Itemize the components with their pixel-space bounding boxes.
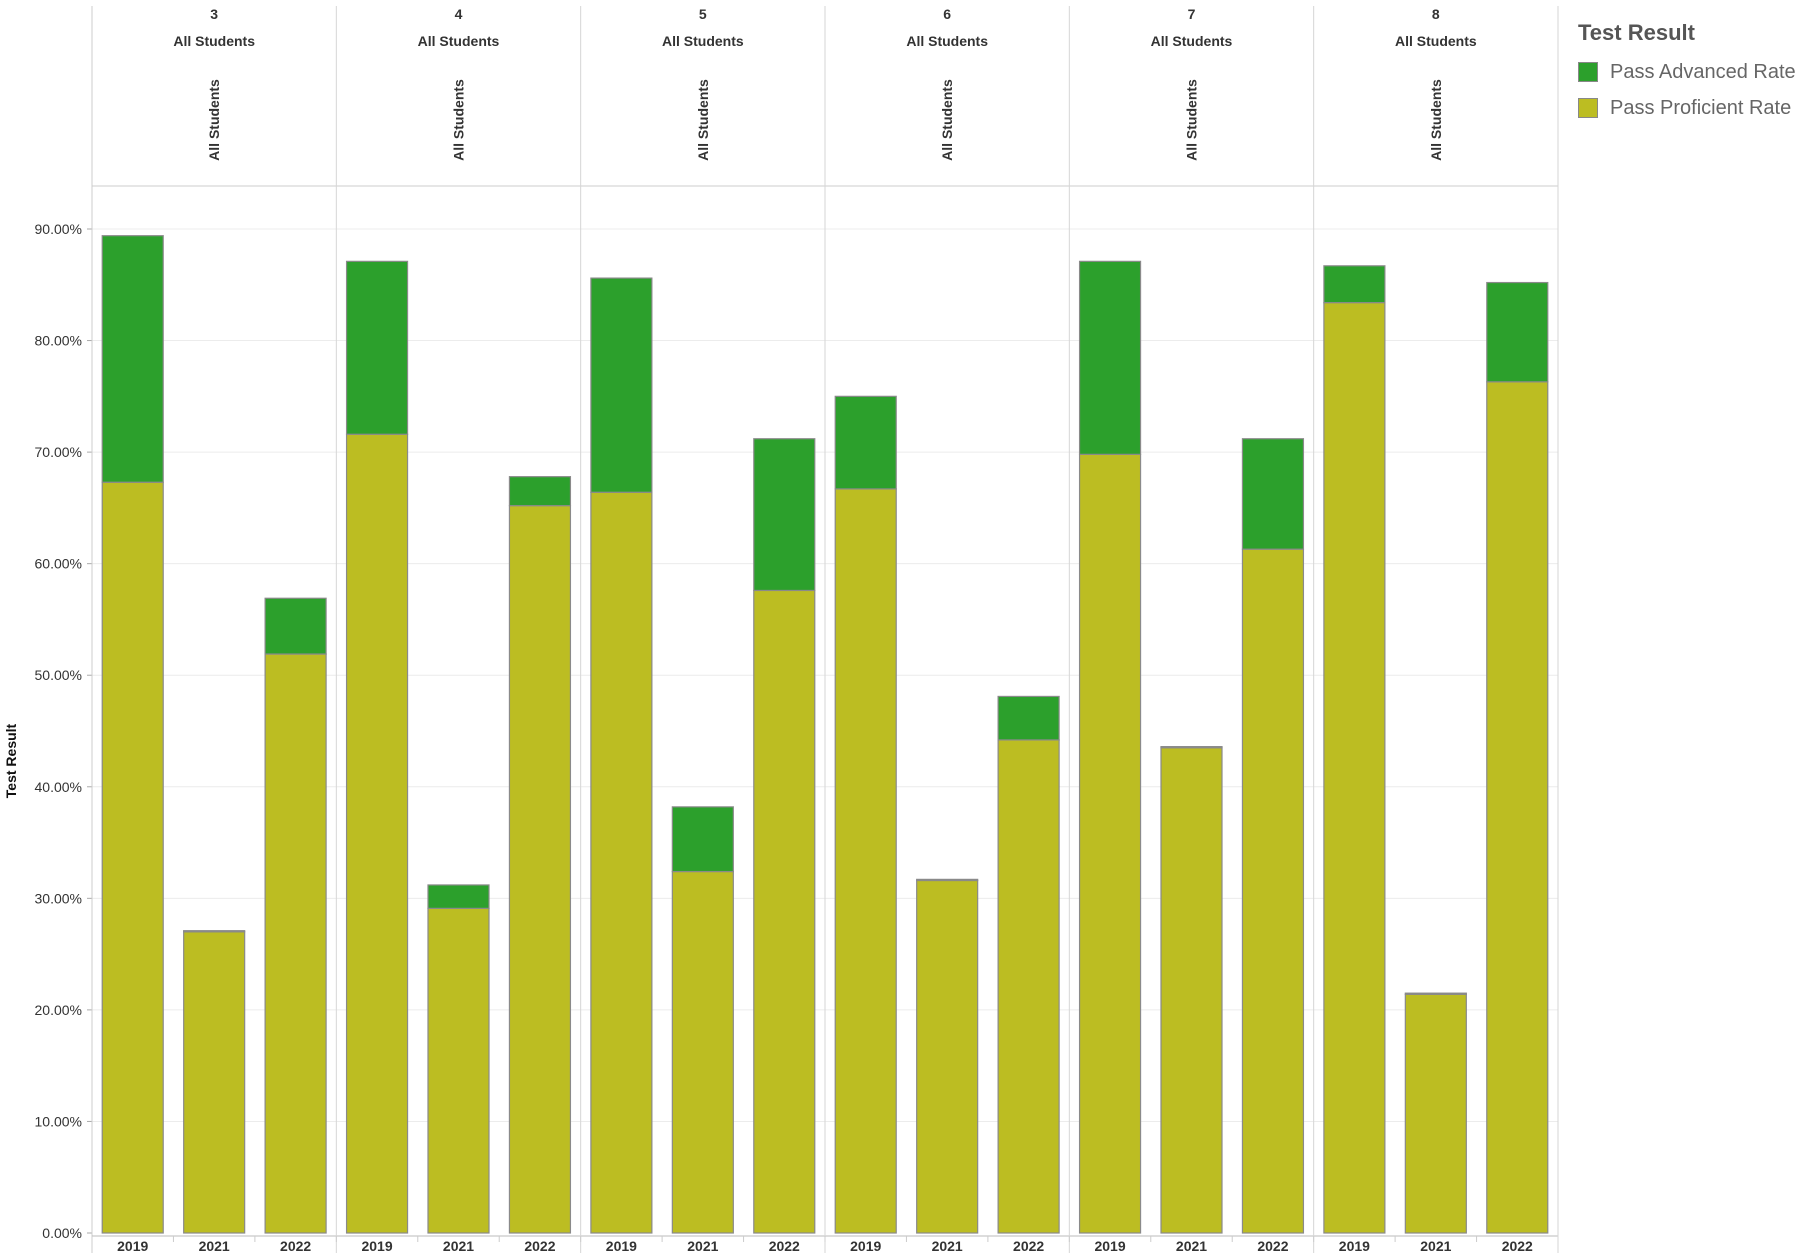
panel-group-header: All Students — [1395, 33, 1477, 49]
panel-grade-header: 5 — [699, 6, 707, 22]
x-tick-label: 2022 — [524, 1238, 555, 1253]
bar-proficient — [427, 907, 490, 1234]
y-tick-label: 90.00% — [35, 221, 82, 237]
y-tick-label: 50.00% — [35, 667, 82, 683]
panel-subgroup-header: All Students — [1428, 79, 1444, 161]
bar-advanced — [916, 878, 979, 882]
x-tick-label: 2022 — [280, 1238, 311, 1253]
bar-advanced — [753, 438, 816, 592]
bar-proficient — [345, 433, 409, 1234]
x-tick-label: 2022 — [1257, 1238, 1288, 1253]
bar-proficient — [997, 739, 1060, 1234]
bar-proficient — [508, 505, 572, 1234]
x-tick-label: 2019 — [117, 1238, 148, 1253]
x-tick-label: 2021 — [199, 1238, 230, 1253]
y-tick-label: 70.00% — [35, 444, 82, 460]
panel-subgroup-header: All Students — [695, 79, 711, 161]
bar-proficient — [1241, 548, 1305, 1234]
bar-advanced — [508, 476, 572, 507]
bar-proficient — [264, 653, 327, 1234]
bar-proficient — [1323, 302, 1386, 1234]
bar-advanced — [101, 235, 164, 483]
panel-group-header: All Students — [906, 33, 988, 49]
legend-swatch-advanced — [1578, 62, 1598, 82]
panel-subgroup-header: All Students — [939, 79, 955, 161]
x-tick-label: 2021 — [1420, 1238, 1451, 1253]
x-tick-label: 2022 — [769, 1238, 800, 1253]
legend-label-proficient: Pass Proficient Rate — [1610, 96, 1792, 119]
bar-advanced — [427, 884, 490, 909]
x-tick-label: 2022 — [1013, 1238, 1044, 1253]
legend-label-advanced: Pass Advanced Rate — [1610, 60, 1796, 83]
legend-item-proficient[interactable]: Pass Proficient Rate — [1578, 90, 1804, 126]
bar-proficient — [1404, 993, 1467, 1234]
y-tick-label: 10.00% — [35, 1113, 82, 1129]
panel-subgroup-header: All Students — [1184, 79, 1200, 161]
x-tick-label: 2021 — [687, 1238, 718, 1253]
bar-advanced — [834, 395, 897, 490]
y-tick-label: 30.00% — [35, 890, 82, 906]
bar-advanced — [1078, 260, 1142, 455]
panel-subgroup-header: All Students — [451, 79, 467, 161]
y-axis-title: Test Result — [3, 723, 19, 798]
bar-advanced — [590, 277, 653, 493]
x-tick-label: 2022 — [1502, 1238, 1533, 1253]
bar-proficient — [834, 488, 897, 1234]
bar-advanced — [1160, 746, 1223, 749]
panel-group-header: All Students — [418, 33, 500, 49]
y-tick-label: 0.00% — [42, 1225, 82, 1241]
y-tick-label: 20.00% — [35, 1002, 82, 1018]
bar-proficient — [1486, 381, 1549, 1234]
panel-grade-header: 3 — [210, 6, 218, 22]
x-tick-label: 2019 — [606, 1238, 637, 1253]
bar-proficient — [590, 491, 653, 1234]
panel-grade-header: 7 — [1188, 6, 1196, 22]
panel-group-header: All Students — [1151, 33, 1233, 49]
panel-grade-header: 4 — [455, 6, 463, 22]
y-tick-label: 40.00% — [35, 779, 82, 795]
panel-grade-header: 6 — [943, 6, 951, 22]
bar-advanced — [1323, 265, 1386, 304]
x-tick-label: 2019 — [1094, 1238, 1125, 1253]
bar-advanced — [1486, 281, 1549, 383]
x-tick-label: 2019 — [1339, 1238, 1370, 1253]
bar-proficient — [753, 589, 816, 1234]
bar-advanced — [671, 806, 734, 873]
x-tick-label: 2021 — [932, 1238, 963, 1253]
bar-advanced — [345, 260, 409, 435]
bar-proficient — [1078, 453, 1142, 1234]
y-tick-label: 60.00% — [35, 556, 82, 572]
bar-advanced — [264, 597, 327, 655]
bar-proficient — [101, 481, 164, 1234]
bar-advanced — [183, 930, 246, 933]
bar-advanced — [997, 695, 1060, 741]
panel-subgroup-header: All Students — [206, 79, 222, 161]
panel-group-header: All Students — [662, 33, 744, 49]
x-tick-label: 2019 — [850, 1238, 881, 1253]
y-tick-label: 80.00% — [35, 333, 82, 349]
x-tick-label: 2021 — [443, 1238, 474, 1253]
bar-advanced — [1404, 992, 1467, 995]
x-tick-label: 2021 — [1176, 1238, 1207, 1253]
legend: Test Result Pass Advanced Rate Pass Prof… — [1578, 20, 1804, 126]
legend-item-advanced[interactable]: Pass Advanced Rate — [1578, 54, 1804, 90]
x-tick-label: 2019 — [361, 1238, 392, 1253]
bar-proficient — [183, 931, 246, 1234]
chart: 0.00% 10.00% 20.00% 30.00% 40.00% 50.00% 60.00… — [3, 6, 1559, 1253]
bar-proficient — [916, 879, 979, 1234]
legend-swatch-proficient — [1578, 98, 1598, 118]
panel-group-header: All Students — [173, 33, 255, 49]
panel-grade-header: 8 — [1432, 6, 1440, 22]
bar-advanced — [1241, 438, 1305, 550]
bar-proficient — [671, 870, 734, 1234]
legend-title: Test Result — [1578, 20, 1695, 45]
bar-proficient — [1160, 747, 1223, 1234]
